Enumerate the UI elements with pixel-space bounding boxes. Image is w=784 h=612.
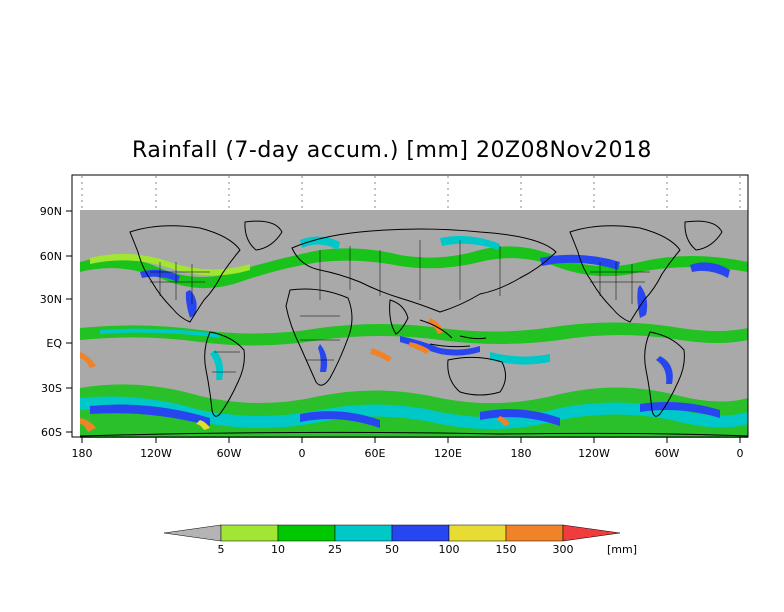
colorbar-label: 10 <box>271 543 285 556</box>
map-title: Rainfall (7-day accum.) [mm] 20Z08Nov201… <box>132 138 652 163</box>
colorbar-label: 150 <box>496 543 517 556</box>
colorbar-low-arrow <box>163 524 222 542</box>
colorbar-segment <box>505 524 564 542</box>
colorbar-high-arrow <box>562 524 621 542</box>
colorbar-unit: [mm] <box>607 543 637 556</box>
colorbar-label: 5 <box>218 543 225 556</box>
x-tick-label: 60E <box>365 447 386 460</box>
x-tick-label: 120W <box>140 447 172 460</box>
x-tick-label: 60W <box>655 447 680 460</box>
colorbar-segment <box>334 524 393 542</box>
y-tick-label: EQ <box>46 337 62 350</box>
colorbar-label: 100 <box>439 543 460 556</box>
x-tick-label: 0 <box>737 447 744 460</box>
colorbar-label: 50 <box>385 543 399 556</box>
colorbar-segment <box>220 524 279 542</box>
y-tick-label: 30S <box>41 382 62 395</box>
y-tick-label: 90N <box>40 205 62 218</box>
x-tick-label: 0 <box>299 447 306 460</box>
colorbar-label: 25 <box>328 543 342 556</box>
colorbar-segment <box>277 524 336 542</box>
x-tick-label: 60W <box>217 447 242 460</box>
colorbar: 5 10 25 50 100 150 300 [mm] <box>163 524 637 556</box>
y-tick-label: 60N <box>40 250 62 263</box>
colorbar-segment <box>448 524 507 542</box>
x-tick-label: 180 <box>511 447 532 460</box>
y-tick-label: 60S <box>41 426 62 439</box>
x-axis-labels: 180 120W 60W 0 60E 120E 180 120W 60W 0 <box>72 447 744 460</box>
rain-field <box>80 220 748 438</box>
colorbar-segment <box>391 524 450 542</box>
y-tick-label: 30N <box>40 293 62 306</box>
x-tick-label: 120W <box>578 447 610 460</box>
colorbar-label: 300 <box>553 543 574 556</box>
x-tick-label: 120E <box>434 447 462 460</box>
y-axis-labels: 90N 60N 30N EQ 30S 60S <box>40 205 63 439</box>
x-tick-label: 180 <box>72 447 93 460</box>
